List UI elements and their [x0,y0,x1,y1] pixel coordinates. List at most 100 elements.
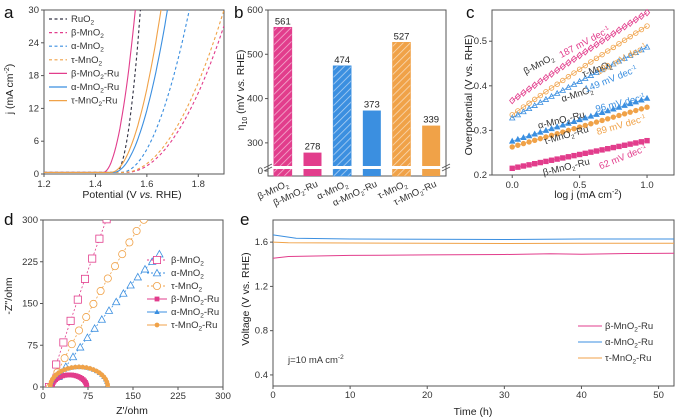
panel-letter-b: b [234,3,243,22]
data-point [75,326,84,335]
axis-break-mark [441,163,451,169]
data-point [605,48,611,54]
data-point [139,220,148,224]
data-point [593,148,600,154]
x-tick-label: 1.4 [89,179,102,190]
data-point [604,107,611,114]
data-point [643,8,651,17]
bar-value-label: 373 [364,100,380,111]
data-point [610,114,617,120]
data-point [621,111,628,117]
data-point [520,140,527,147]
y-tick-label: 30 [28,5,39,16]
data-point [548,157,555,163]
panel-a-xlabel: Potential (V vs. RHE) [82,189,181,201]
data-point [104,306,114,314]
y-tick-label: 0.2 [474,170,487,181]
axis-break-mark [263,163,273,169]
data-point [571,152,577,159]
data-point [118,250,127,259]
data-point [537,128,544,135]
x-tick-label: 50 [653,390,664,401]
legend-label-α-MnO2: α-MnO2 [71,41,104,54]
data-point [599,51,605,58]
data-point [632,49,640,56]
data-point [576,51,583,60]
series-line-β-MnO2 [48,220,107,387]
data-point [621,54,628,61]
series-line-β-MnO2-Ru [272,252,675,259]
data-point [565,127,572,134]
data-point [627,33,633,40]
legend-label-α-MnO2: α-MnO2 [171,268,204,281]
panel-e-stability-chart: 0 10 20 30 40 50 0.4 0.8 1.2 1.6 β-MnO2-Ru α-MnO2-R… [255,219,675,401]
panel-d-ylabel: -Z''/ohm [3,277,15,315]
data-point [565,83,572,90]
data-point [570,118,578,124]
y-tick-label: 300 [22,215,38,226]
data-point [565,74,572,80]
data-point [633,107,639,114]
data-point [111,297,121,306]
data-point [96,287,105,296]
data-point [571,126,577,132]
bar-value-label: 561 [275,16,291,27]
data-point [559,62,566,71]
y-tick-label: 1.2 [255,281,268,292]
data-point [111,262,120,271]
data-point [531,81,538,90]
legend-label-τ-MnO2: τ-MnO2 [171,281,203,294]
data-point [604,33,611,42]
data-point [588,59,594,65]
bar-value-label: 527 [394,31,410,42]
data-point [520,134,527,141]
legend-label-β-MnO2: β-MnO2 [71,28,104,41]
data-point [610,29,617,38]
y-tick-label: 0 [33,382,38,393]
data-point [520,163,527,169]
legend-label-τ-MnO2: τ-MnO2 [71,55,103,68]
y-tick-label: 0.4 [474,81,487,92]
data-point [587,72,595,78]
data-point [140,264,150,273]
panel-letter-a: a [4,3,14,22]
data-point [514,135,522,142]
data-point [582,122,588,129]
legend-label-α-MnO2-Ru: α-MnO2-Ru [171,307,219,320]
legend-marker-α-MnO2 [152,268,162,277]
legend-label-β-MnO2-Ru: β-MnO2-Ru [171,294,219,307]
data-point [525,85,533,93]
data-point [638,46,645,53]
y-tick-label: 500 [247,49,263,60]
data-point [633,140,639,146]
data-point [638,12,645,20]
data-point [633,30,639,36]
y-tick-label: 400 [247,94,263,105]
y-tick-label: 0 [34,169,39,180]
data-point [543,89,549,95]
series-line-β-MnO2 [512,12,648,101]
axis-break-mark [263,166,273,172]
data-point [610,105,617,112]
data-point [542,95,550,102]
data-point [147,205,154,212]
legend-label-β-MnO2-Ru: β-MnO2-Ru [605,321,653,334]
data-point [565,59,572,67]
data-point [644,104,650,110]
data-point [515,108,521,114]
series-line-τ-MnO2-Ru [272,241,674,245]
data-point [531,102,538,108]
x-tick-label: 1.0 [640,180,653,191]
data-point [638,106,645,112]
bar-β-MnO2 [273,26,293,177]
data-point [571,70,577,76]
data-point [520,89,527,97]
data-point [643,43,651,50]
data-point [581,114,589,121]
data-point [576,116,583,123]
panel-b-overpotential-bar-chart: 0300400500600561β-MnO2278β-MnO2-Ru474α-M… [247,5,451,209]
panel-e-plot-frame [272,219,675,387]
bar-β-MnO2-Ru [303,152,322,176]
data-point [581,74,589,81]
